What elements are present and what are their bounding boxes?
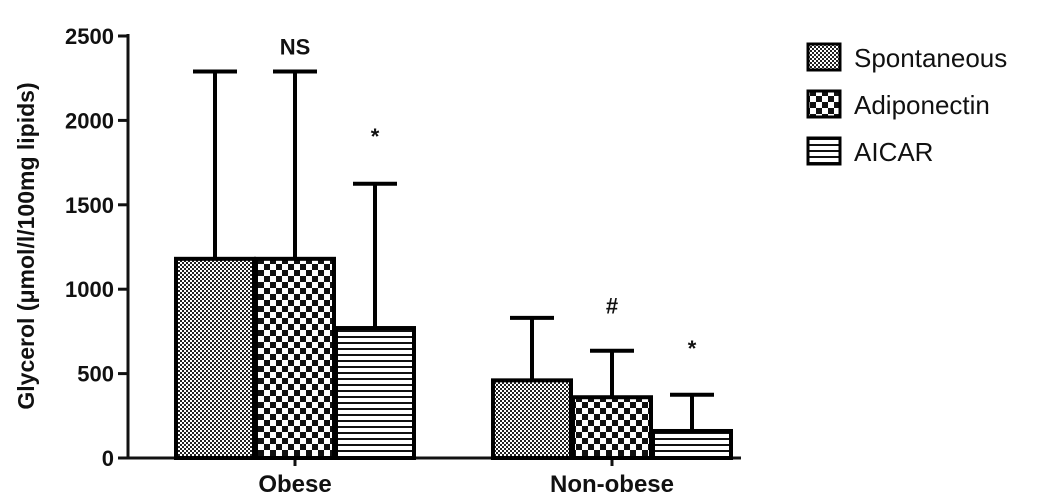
significance-marker: * [688,336,697,361]
x-axis: Obese Non-obese [128,456,741,498]
bar-aicar-non-obese [651,428,733,461]
legend-label-adiponectin: Adiponectin [854,90,990,120]
legend-swatch-adiponectin [806,89,842,119]
x-category-label: Non-obese [550,471,674,498]
y-tick-label: 2500 [65,24,114,49]
bar-aicar-obese [334,326,416,460]
legend: Spontaneous Adiponectin AICAR [806,42,1007,167]
y-tick-label: 1500 [65,193,114,218]
legend-swatch-aicar [806,136,842,166]
annotations-group: NS * # * [280,35,697,361]
y-axis: 0 500 1000 1500 2000 2500 [65,24,130,471]
bar-spontaneous-obese [174,256,256,461]
legend-label-aicar: AICAR [854,137,933,167]
bars-group [174,256,733,461]
bar-adiponectin-non-obese [571,395,653,460]
legend-label-spontaneous: Spontaneous [854,43,1007,73]
significance-marker: * [371,124,380,149]
bar-adiponectin-obese [254,256,336,461]
significance-marker: # [606,294,618,319]
x-category-label: Obese [258,471,331,498]
y-tick-label: 0 [102,446,114,471]
y-axis-title: Glycerol (μmol/l/100mg lipids) [13,82,39,409]
bar-spontaneous-non-obese [491,378,573,460]
legend-swatch-spontaneous [806,42,842,72]
y-tick-label: 2000 [65,108,114,133]
y-tick-label: 1000 [65,277,114,302]
error-bars-group [193,69,714,431]
y-tick-label: 500 [77,362,114,387]
significance-marker: NS [280,35,311,60]
